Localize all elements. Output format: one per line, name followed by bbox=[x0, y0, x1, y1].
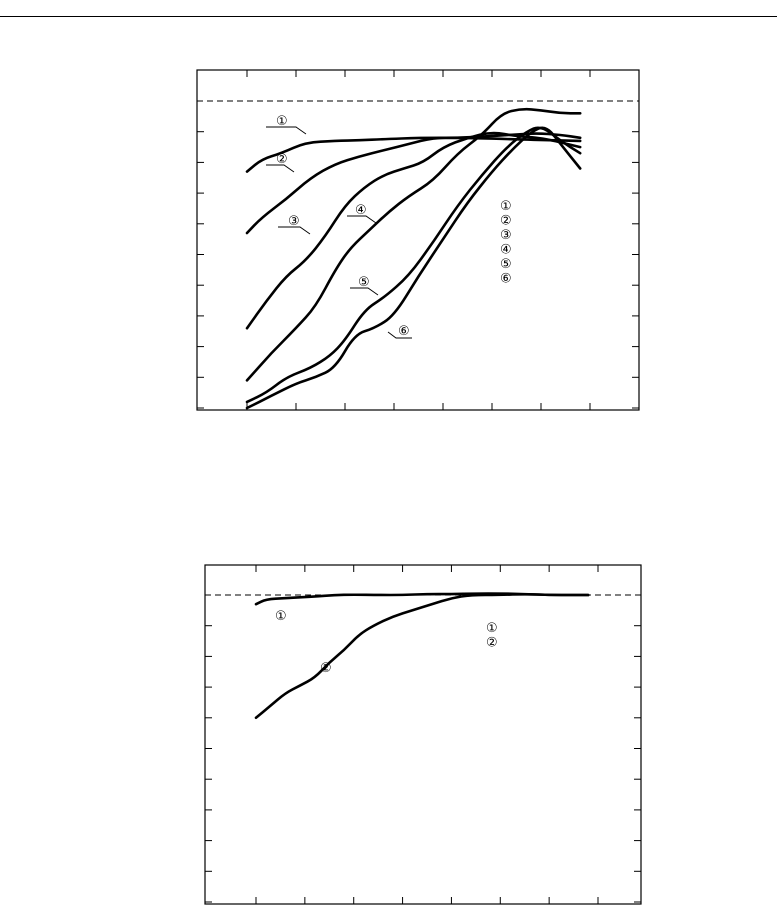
series-line-3 bbox=[245, 131, 582, 330]
chart-lower: ①② ①② bbox=[204, 564, 642, 905]
series-leader-4 bbox=[347, 215, 377, 224]
series-leader-2 bbox=[266, 164, 295, 173]
series-label-6: ⑥ bbox=[398, 324, 410, 339]
series-leader-6 bbox=[387, 331, 412, 339]
series-label-1: ① bbox=[276, 114, 288, 129]
page-header-rule bbox=[0, 16, 777, 17]
chart-lower-curves bbox=[254, 592, 590, 720]
chart-upper-ticks bbox=[197, 70, 639, 410]
chart-lower-frame bbox=[204, 564, 642, 905]
series-line-6 bbox=[245, 126, 582, 410]
legend-entry-5: ⑤ bbox=[500, 257, 512, 272]
series-line-4 bbox=[245, 107, 582, 382]
series-label-1: ① bbox=[275, 609, 287, 624]
legend-entry-1: ① bbox=[486, 621, 498, 636]
series-label-4: ④ bbox=[355, 203, 367, 218]
series-line-2 bbox=[254, 593, 590, 720]
series-leader-3 bbox=[278, 226, 311, 235]
series-line-5 bbox=[245, 126, 582, 404]
chart-upper-curves bbox=[245, 107, 582, 410]
legend-entry-3: ③ bbox=[500, 228, 512, 243]
series-label-3: ③ bbox=[288, 214, 300, 229]
chart-upper-frame bbox=[196, 69, 640, 411]
series-label-5: ⑤ bbox=[358, 275, 370, 290]
series-leader-5 bbox=[350, 287, 379, 296]
legend-entry-2: ② bbox=[500, 214, 512, 229]
series-label-2: ② bbox=[276, 152, 288, 167]
legend-entry-6: ⑥ bbox=[500, 272, 512, 287]
chart-lower-legend: ①② bbox=[486, 621, 498, 651]
chart-lower-ticks bbox=[205, 565, 641, 904]
legend-entry-1: ① bbox=[500, 199, 512, 214]
series-line-1 bbox=[245, 136, 582, 173]
series-label-2: ② bbox=[320, 661, 332, 676]
chart-upper-curve-labels: ① ② ③ ④ ⑤ ⑥ bbox=[266, 114, 412, 339]
series-leader-1 bbox=[266, 126, 307, 135]
series-line-2 bbox=[245, 132, 582, 235]
chart-lower-curve-labels: ①② bbox=[275, 609, 332, 676]
legend-entry-2: ② bbox=[486, 636, 498, 651]
legend-entry-4: ④ bbox=[500, 243, 512, 258]
